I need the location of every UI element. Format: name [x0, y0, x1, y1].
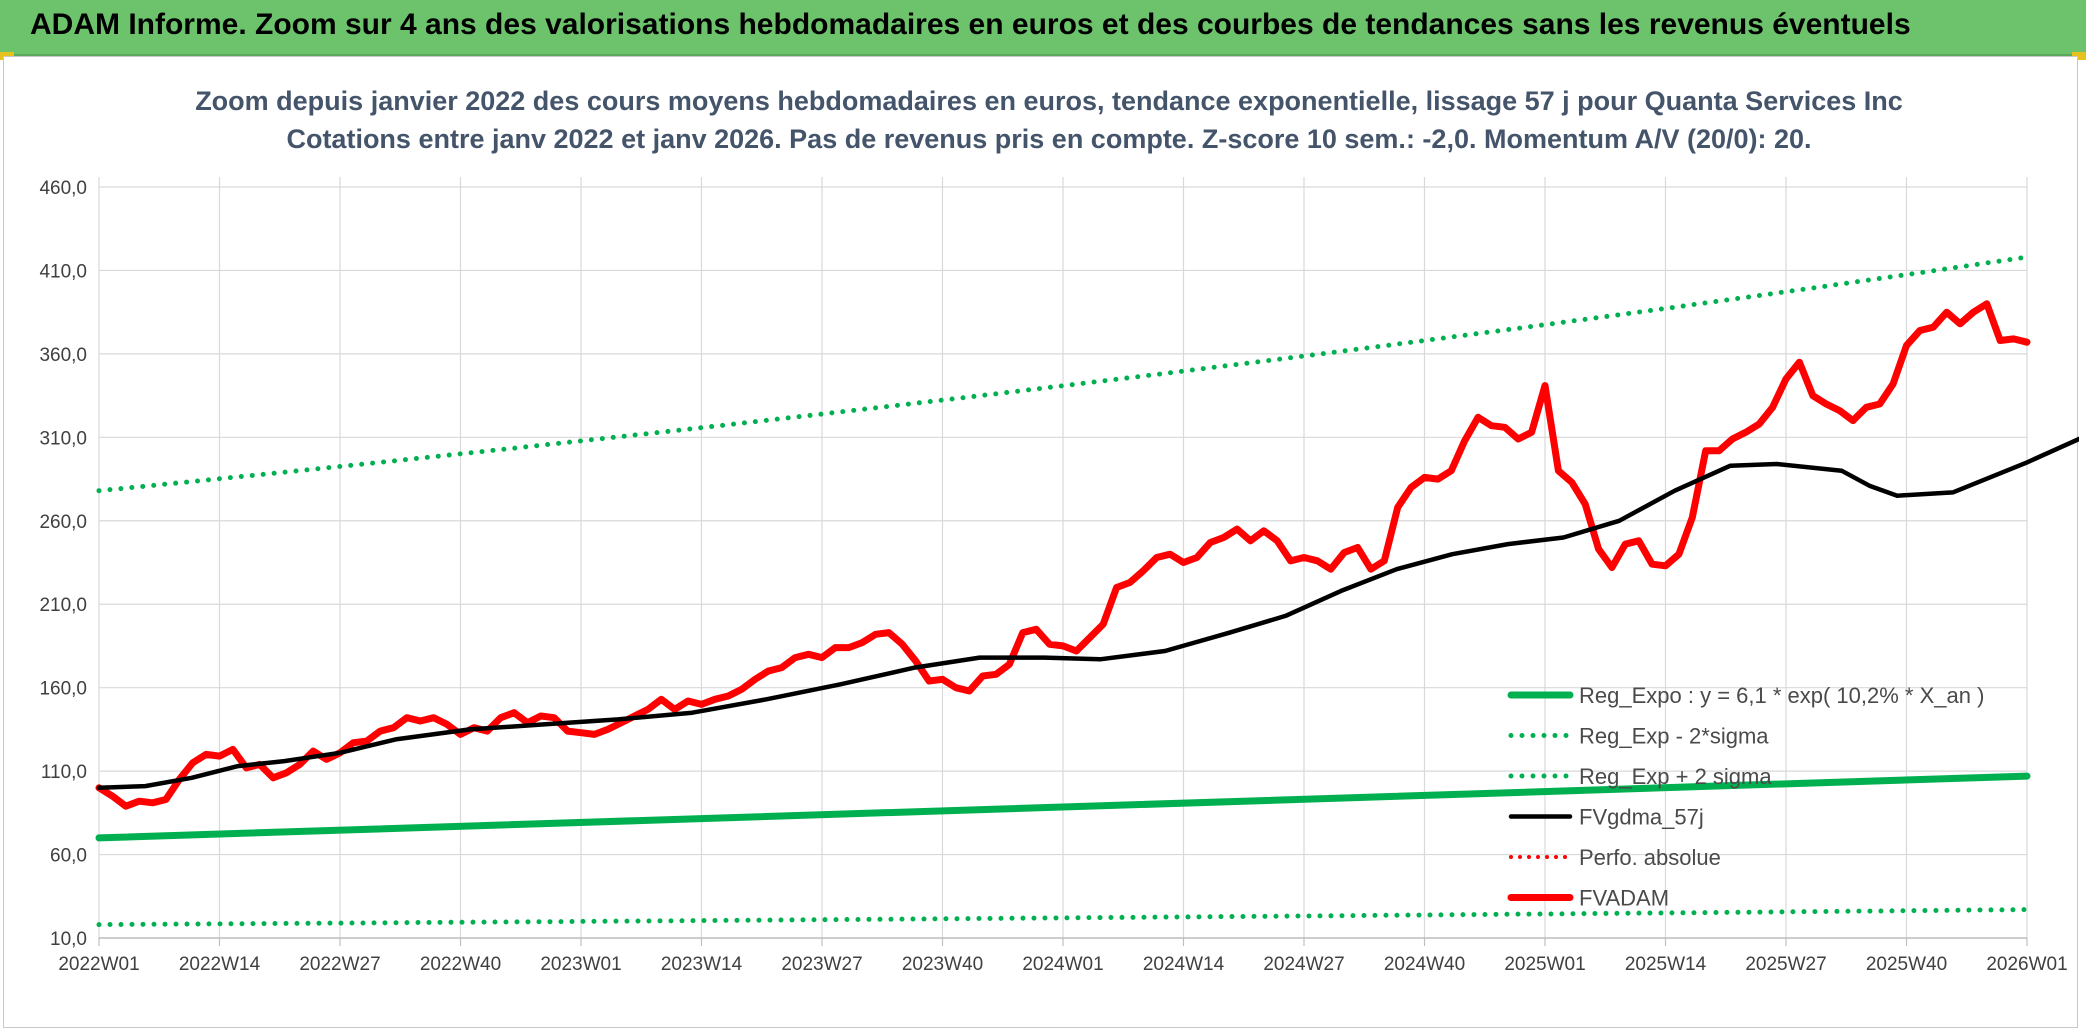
line-chart: Zoom depuis janvier 2022 des cours moyen…: [39, 86, 2079, 975]
legend-label-5: FVADAM: [1579, 886, 1669, 911]
x-tick-label: 2023W14: [661, 954, 743, 975]
y-tick-label: 260,0: [39, 512, 87, 533]
series-line-2: [96, 254, 2030, 494]
legend-label-4: Perfo. absolue: [1579, 845, 1721, 870]
x-tick-label: 2025W14: [1625, 954, 1707, 975]
x-tick-label: 2023W01: [540, 954, 621, 975]
chart-title-line1: Zoom depuis janvier 2022 des cours moyen…: [195, 86, 1903, 116]
x-tick-label: 2022W01: [58, 954, 139, 975]
legend-label-2: Reg_Exp + 2 sigma: [1579, 764, 1772, 789]
y-tick-label: 10,0: [50, 929, 87, 950]
legend-label-0: Reg_Expo : y = 6,1 * exp( 10,2% * X_an ): [1579, 683, 1984, 708]
y-tick-label: 360,0: [39, 345, 87, 366]
x-tick-label: 2025W01: [1504, 954, 1585, 975]
legend-label-3: FVgdma_57j: [1579, 805, 1704, 830]
legend: Reg_Expo : y = 6,1 * exp( 10,2% * X_an )…: [1507, 683, 1984, 911]
x-tick-label: 2022W14: [179, 954, 261, 975]
x-tick-label: 2023W40: [902, 954, 983, 975]
x-axis: 2022W01 2022W14 2022W27 2022W40 2023W01 2023W…: [58, 954, 2067, 975]
y-axis: 460,0 410,0 360,0 310,0 260,0 210,0 160,0 110,0…: [39, 178, 87, 950]
y-tick-label: 410,0: [39, 261, 87, 282]
report-banner: ADAM Informe. Zoom sur 4 ans des valoris…: [0, 0, 2086, 56]
grid-lines: [98, 177, 2028, 946]
series-line-0: [95, 772, 2031, 842]
legend-label-1: Reg_Exp - 2*sigma: [1579, 724, 1769, 749]
y-tick-label: 60,0: [50, 846, 87, 867]
series-line-5: [95, 300, 2031, 810]
x-tick-label: 2022W40: [420, 954, 501, 975]
chart-area: Zoom depuis janvier 2022 des cours moyen…: [3, 56, 2079, 1028]
x-tick-label: 2026W01: [1986, 954, 2067, 975]
x-tick-label: 2025W40: [1866, 954, 1947, 975]
x-tick-label: 2024W01: [1022, 954, 1103, 975]
x-tick-label: 2023W27: [781, 954, 862, 975]
y-tick-label: 160,0: [39, 679, 87, 700]
y-tick-label: 210,0: [39, 595, 87, 616]
y-tick-label: 110,0: [41, 762, 87, 783]
corner-accent-right: [2072, 52, 2086, 60]
y-tick-label: 460,0: [39, 178, 87, 199]
x-tick-label: 2024W40: [1384, 954, 1465, 975]
report-title: ADAM Informe. Zoom sur 4 ans des valoris…: [30, 8, 1911, 41]
y-tick-label: 310,0: [39, 428, 87, 449]
chart-title-line2: Cotations entre janv 2022 et janv 2026. …: [286, 124, 1811, 154]
x-tick-label: 2025W27: [1745, 954, 1826, 975]
series-line-3: [96, 436, 2079, 791]
x-tick-label: 2024W14: [1143, 954, 1225, 975]
x-tick-label: 2024W27: [1263, 954, 1344, 975]
x-tick-label: 2022W27: [299, 954, 380, 975]
series-lines: [95, 254, 2079, 928]
series-line-1: [96, 907, 2030, 928]
